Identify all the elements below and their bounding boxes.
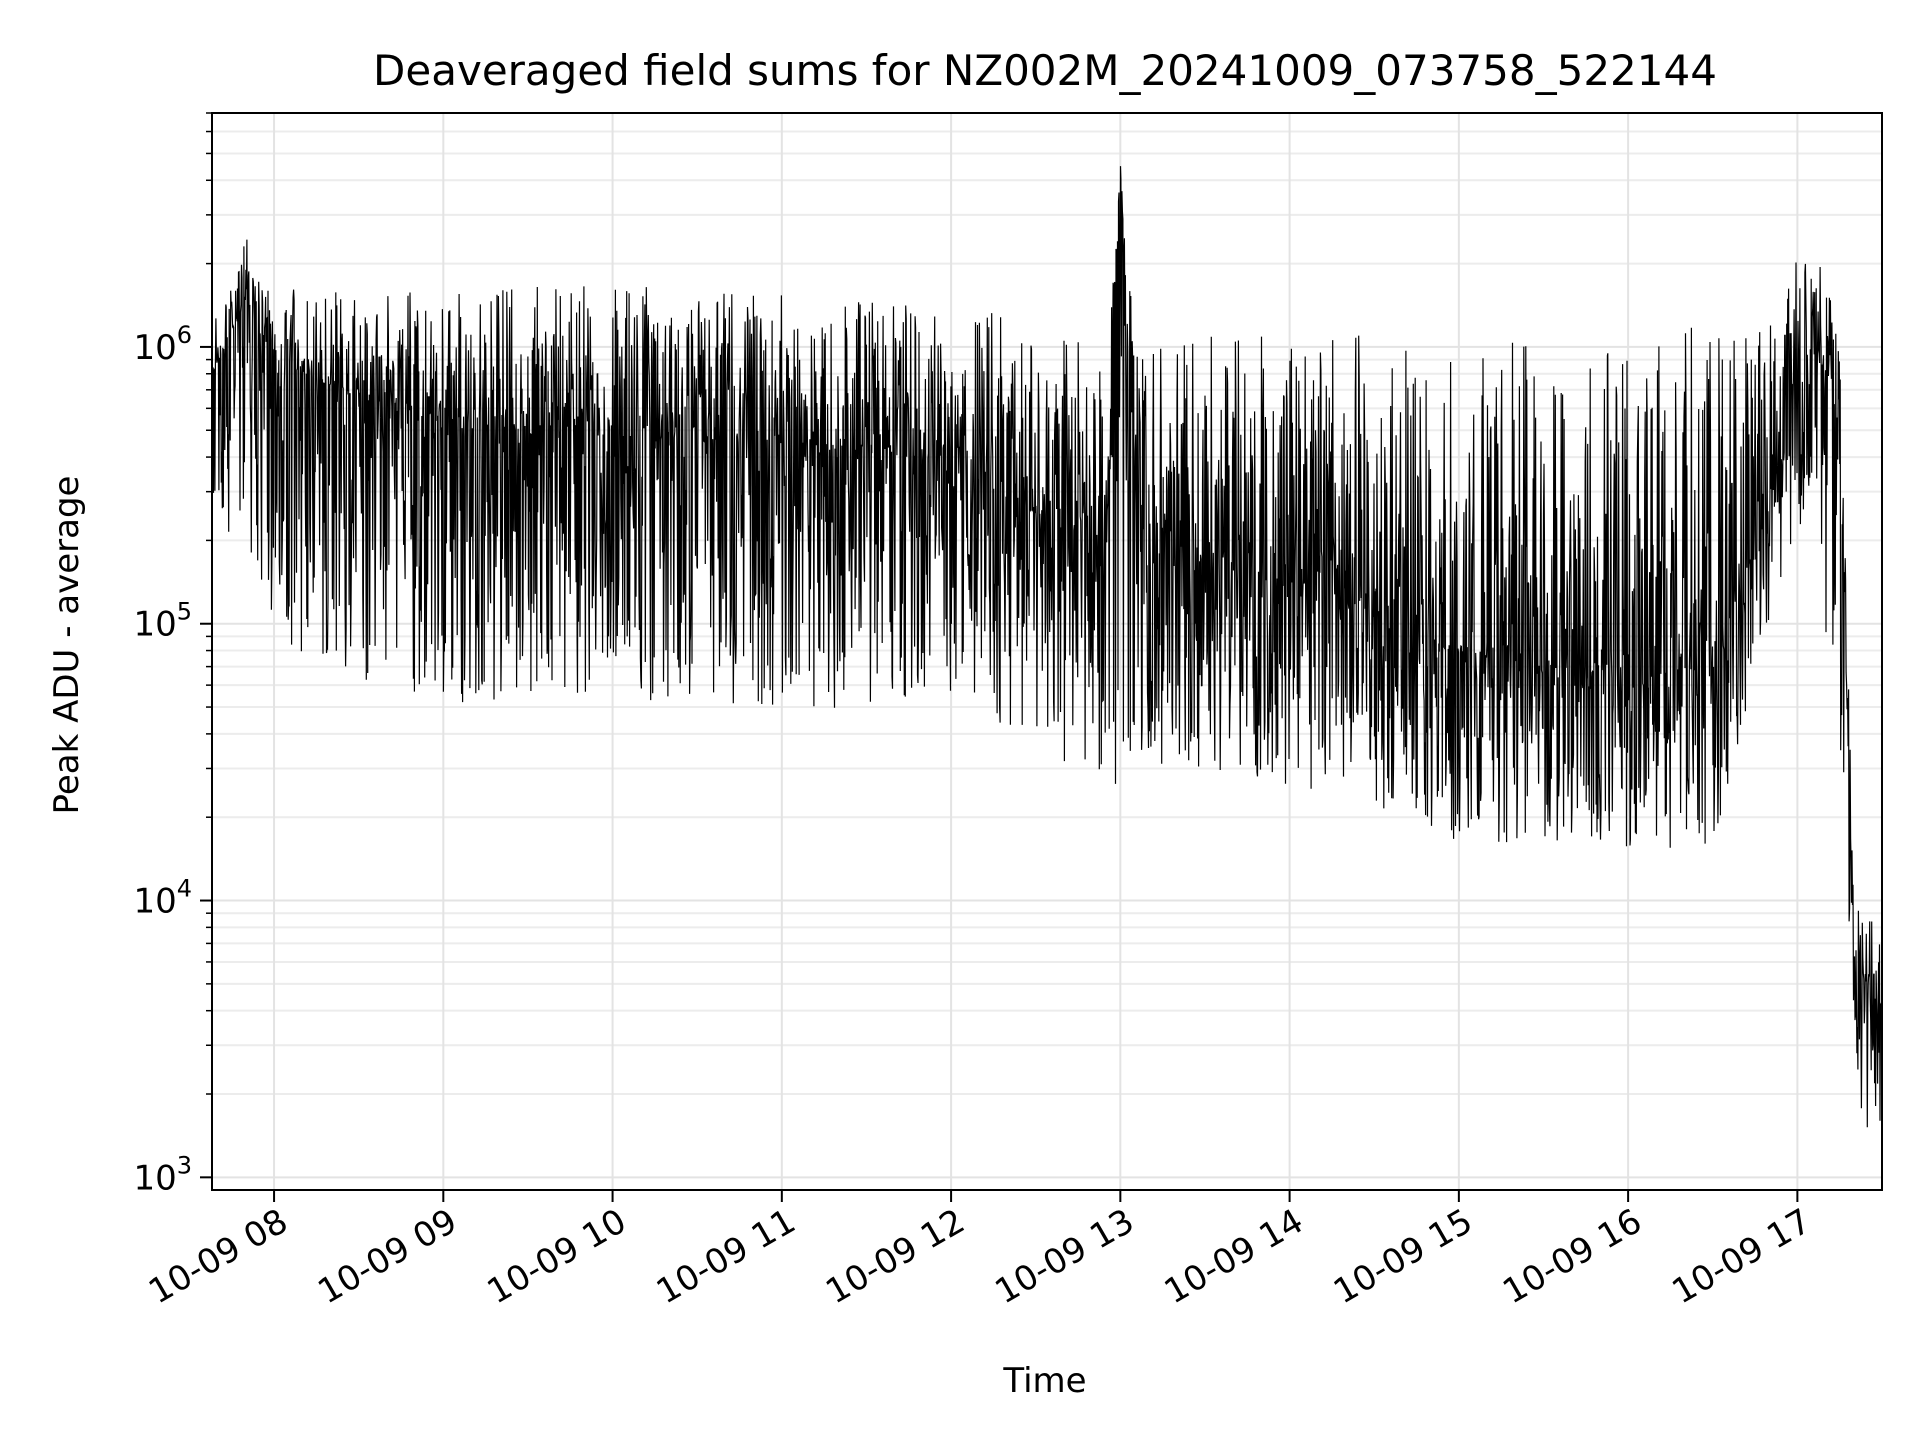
y-tick-label: 103	[133, 1151, 192, 1198]
chart-title: Deaveraged field sums for NZ002M_2024100…	[373, 46, 1717, 95]
series-layer	[211, 166, 1883, 1128]
series-line	[211, 166, 1883, 1128]
y-axis-ticks: 103 104 105 106	[133, 112, 212, 1198]
y-tick-label: 106	[133, 321, 192, 368]
y-tick-label: 105	[133, 598, 192, 645]
y-axis-label: Peak ADU - average	[47, 476, 87, 815]
major-gridlines	[212, 113, 1882, 1190]
x-axis-label: Time	[1002, 1361, 1086, 1401]
y-tick-label: 104	[133, 875, 192, 922]
plot-area-frame	[211, 112, 1883, 1191]
